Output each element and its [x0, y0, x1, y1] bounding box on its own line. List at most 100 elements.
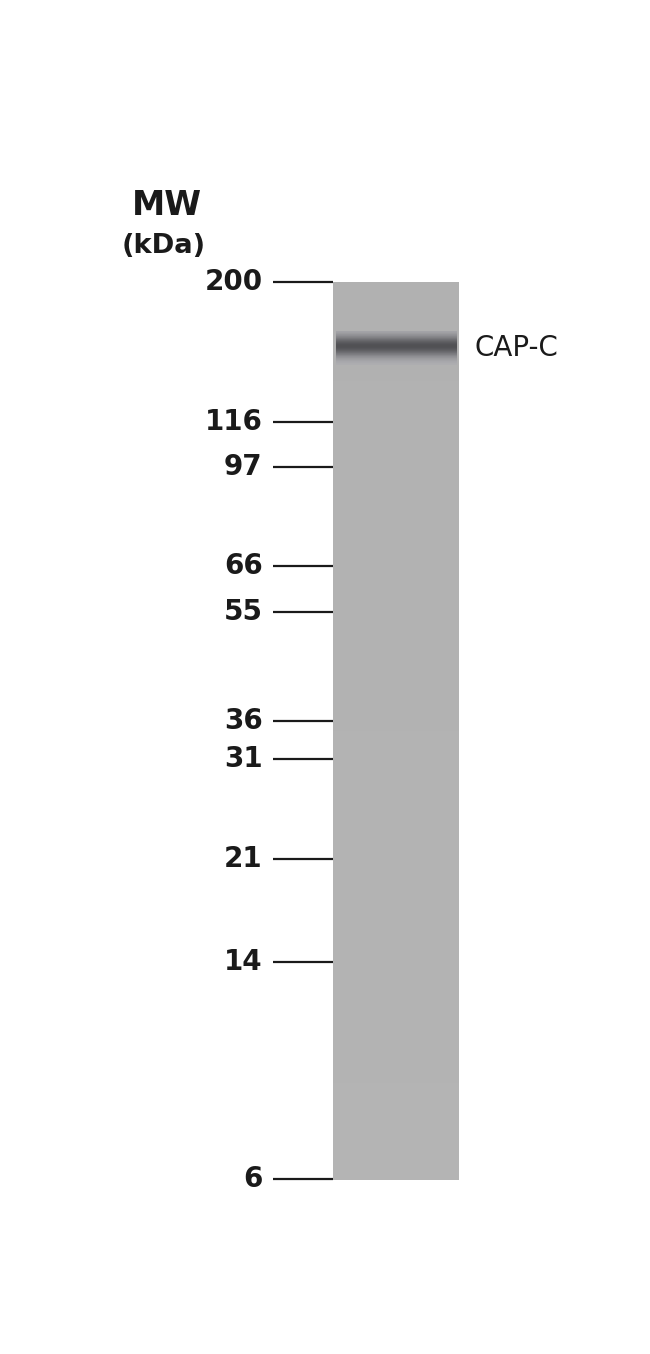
Bar — [333, 551, 459, 555]
Bar — [333, 972, 459, 976]
Bar — [333, 474, 459, 478]
Bar — [333, 1009, 459, 1013]
Text: MW: MW — [131, 188, 202, 222]
Bar — [333, 900, 459, 904]
Bar — [333, 653, 459, 657]
Bar — [333, 395, 459, 399]
Bar — [333, 860, 459, 864]
Bar — [333, 946, 459, 951]
Bar — [333, 318, 459, 322]
Bar — [333, 814, 459, 818]
Bar — [333, 330, 459, 334]
Bar — [333, 623, 459, 627]
Bar — [333, 492, 459, 496]
Bar — [333, 955, 459, 959]
Bar — [333, 486, 459, 490]
Bar — [333, 1095, 459, 1099]
Bar — [333, 695, 459, 699]
Bar — [333, 1093, 459, 1097]
Bar — [333, 877, 459, 881]
Bar — [333, 1105, 459, 1109]
Bar — [333, 1090, 459, 1094]
Bar — [333, 668, 459, 672]
Bar — [333, 429, 459, 433]
Bar — [333, 283, 459, 287]
Bar — [333, 620, 459, 624]
Bar — [333, 432, 459, 436]
Bar — [333, 482, 459, 486]
Text: 116: 116 — [205, 408, 263, 436]
Bar — [333, 1140, 459, 1144]
Bar — [333, 1011, 459, 1016]
Bar — [333, 761, 459, 765]
Bar — [333, 868, 459, 872]
Bar — [333, 563, 459, 567]
Bar — [333, 758, 459, 761]
Bar — [333, 835, 459, 839]
Bar — [333, 886, 459, 890]
Bar — [333, 536, 459, 540]
Bar — [333, 937, 459, 941]
Bar — [333, 799, 459, 803]
Bar — [333, 994, 459, 998]
Bar — [333, 927, 459, 932]
Bar — [333, 1074, 459, 1078]
Bar — [333, 647, 459, 651]
Bar — [333, 665, 459, 669]
Bar — [333, 417, 459, 421]
Bar — [333, 336, 459, 340]
Bar — [333, 697, 459, 701]
Bar — [333, 1164, 459, 1169]
Bar — [333, 554, 459, 558]
Bar — [333, 865, 459, 869]
Bar — [333, 707, 459, 711]
Bar — [333, 348, 459, 352]
Bar — [333, 533, 459, 538]
Bar — [333, 410, 459, 414]
Bar — [333, 286, 459, 290]
Bar — [333, 385, 459, 389]
Bar — [333, 504, 459, 508]
Bar — [333, 964, 459, 968]
Bar — [333, 387, 459, 391]
Bar — [333, 1029, 459, 1033]
Bar — [333, 561, 459, 565]
Bar — [333, 1053, 459, 1057]
Bar — [333, 464, 459, 468]
Bar — [333, 489, 459, 493]
Bar — [333, 999, 459, 1003]
Bar — [333, 298, 459, 302]
Bar — [333, 306, 459, 310]
Bar — [333, 982, 459, 986]
Bar — [333, 303, 459, 307]
Text: 21: 21 — [224, 845, 263, 873]
Bar — [333, 548, 459, 552]
Bar — [333, 875, 459, 879]
Bar — [333, 363, 459, 367]
Text: 36: 36 — [224, 707, 263, 735]
Bar — [333, 1059, 459, 1063]
Bar — [333, 543, 459, 547]
Bar — [333, 796, 459, 800]
Bar — [333, 913, 459, 917]
Bar — [333, 769, 459, 773]
Bar — [333, 360, 459, 364]
Bar — [333, 791, 459, 795]
Bar — [333, 333, 459, 337]
Bar — [333, 848, 459, 852]
Bar — [333, 501, 459, 505]
Bar — [333, 456, 459, 460]
Bar — [333, 402, 459, 406]
Bar — [333, 907, 459, 911]
Bar — [333, 355, 459, 359]
Bar — [333, 338, 459, 343]
Bar — [333, 462, 459, 466]
Text: 66: 66 — [224, 552, 263, 580]
Bar — [333, 838, 459, 842]
Bar — [333, 1086, 459, 1090]
Bar — [333, 808, 459, 812]
Bar — [333, 1122, 459, 1127]
Bar — [333, 521, 459, 525]
Bar — [333, 853, 459, 857]
Bar — [333, 1155, 459, 1159]
